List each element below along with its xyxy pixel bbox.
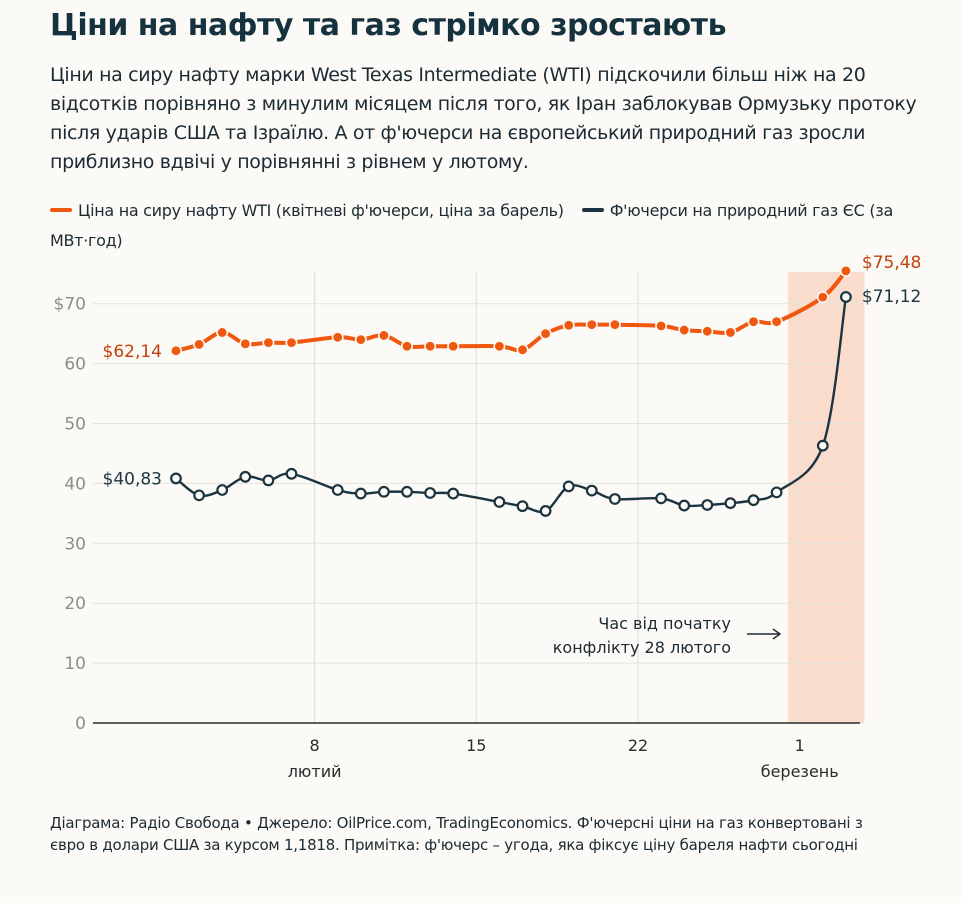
data-point-oil bbox=[193, 338, 206, 351]
data-point-gas bbox=[262, 474, 275, 487]
data-point-oil bbox=[516, 343, 529, 356]
data-point-oil bbox=[678, 324, 691, 337]
data-point-oil bbox=[239, 337, 252, 350]
series-line-oil bbox=[175, 269, 848, 353]
y-tick-label: 50 bbox=[64, 415, 86, 435]
data-point-gas bbox=[285, 467, 298, 480]
legend-item-oil: Ціна на сиру нафту WTI (квітневі ф'ючерс… bbox=[50, 201, 564, 220]
data-point-oil bbox=[285, 336, 298, 349]
data-point-gas bbox=[401, 485, 413, 498]
y-tick-label: 40 bbox=[64, 474, 86, 494]
data-point-gas bbox=[724, 497, 737, 510]
data-point-oil bbox=[747, 315, 760, 328]
data-point-gas bbox=[516, 500, 529, 513]
data-point-oil bbox=[216, 326, 229, 339]
data-point-oil bbox=[262, 336, 275, 349]
x-tick-label: 8 bbox=[310, 736, 320, 755]
data-point-gas bbox=[770, 486, 783, 499]
conflict-period-band bbox=[788, 272, 865, 723]
legend: Ціна на сиру нафту WTI (квітневі ф'ючерс… bbox=[50, 196, 930, 256]
data-point-oil bbox=[701, 325, 714, 338]
data-point-oil bbox=[770, 315, 783, 328]
data-point-gas bbox=[840, 291, 852, 303]
y-tick-label: $70 bbox=[54, 295, 86, 315]
data-point-gas bbox=[816, 439, 829, 452]
data-point-oil bbox=[724, 326, 737, 339]
end-value-label-gas: $71,12 bbox=[862, 287, 921, 307]
data-point-oil bbox=[493, 340, 506, 353]
data-point-oil bbox=[562, 319, 575, 332]
series-line-gas bbox=[175, 296, 848, 514]
data-point-oil bbox=[331, 331, 344, 344]
y-tick-label: 20 bbox=[64, 594, 86, 614]
data-point-gas bbox=[562, 480, 575, 493]
data-point-oil bbox=[839, 264, 852, 277]
data-point-oil bbox=[539, 327, 552, 340]
y-tick-label: 60 bbox=[64, 355, 86, 375]
data-point-oil bbox=[608, 318, 621, 331]
data-point-gas bbox=[193, 489, 206, 502]
data-point-oil bbox=[170, 344, 183, 357]
legend-label-gas: Ф'ючерси на природний газ ЄС (за МВт·год… bbox=[50, 201, 893, 250]
data-point-gas bbox=[378, 485, 390, 498]
data-point-gas bbox=[539, 505, 552, 517]
x-tick-label: 15 bbox=[466, 736, 486, 755]
chart-title: Ціни на нафту та газ стрімко зростають bbox=[50, 8, 727, 43]
y-tick-label: 0 bbox=[75, 714, 86, 734]
chart-subtitle: Ціни на сиру нафту марки West Texas Inte… bbox=[50, 64, 917, 173]
data-point-oil bbox=[400, 340, 413, 353]
x-tick-label: 22 bbox=[628, 736, 648, 755]
data-point-gas bbox=[354, 487, 367, 500]
legend-swatch-gas bbox=[581, 207, 604, 212]
data-point-gas bbox=[447, 487, 460, 500]
start-value-label-gas: $40,83 bbox=[103, 469, 162, 489]
legend-swatch-oil bbox=[50, 207, 72, 212]
data-point-oil bbox=[655, 319, 668, 332]
annotation-line: Час від початку bbox=[598, 614, 731, 633]
data-point-gas bbox=[239, 470, 252, 483]
data-point-gas bbox=[655, 492, 667, 505]
start-value-label-oil: $62,14 bbox=[103, 342, 162, 362]
data-point-gas bbox=[170, 472, 182, 485]
y-tick-label: 30 bbox=[64, 534, 86, 554]
data-point-oil bbox=[447, 340, 460, 353]
data-point-gas bbox=[747, 494, 760, 507]
data-point-oil bbox=[424, 340, 437, 353]
end-value-label-oil: $75,48 bbox=[862, 253, 921, 273]
data-point-gas bbox=[493, 496, 506, 508]
data-point-oil bbox=[354, 333, 367, 346]
data-point-gas bbox=[585, 484, 598, 497]
annotation-line: конфлікту 28 лютого bbox=[553, 638, 731, 657]
data-point-gas bbox=[424, 487, 437, 499]
data-point-oil bbox=[816, 291, 829, 304]
data-point-oil bbox=[585, 318, 598, 331]
x-tick-label: 1 bbox=[795, 736, 805, 755]
x-month-label: лютий bbox=[288, 762, 342, 781]
data-point-gas bbox=[331, 484, 344, 496]
legend-label-oil: Ціна на сиру нафту WTI (квітневі ф'ючерс… bbox=[78, 201, 564, 220]
legend-item-gas: Ф'ючерси на природний газ ЄС (за МВт·год… bbox=[50, 201, 893, 250]
data-point-gas bbox=[701, 499, 714, 511]
x-month-label: березень bbox=[761, 762, 839, 781]
annotation-arrow-head bbox=[772, 628, 782, 640]
y-tick-label: 10 bbox=[64, 654, 86, 674]
chart-footer: Діаграма: Радіо Свобода • Джерело: OilPr… bbox=[50, 814, 863, 854]
data-point-gas bbox=[678, 499, 691, 512]
data-point-oil bbox=[377, 329, 390, 342]
data-point-gas bbox=[609, 493, 621, 505]
data-point-gas bbox=[216, 484, 229, 496]
